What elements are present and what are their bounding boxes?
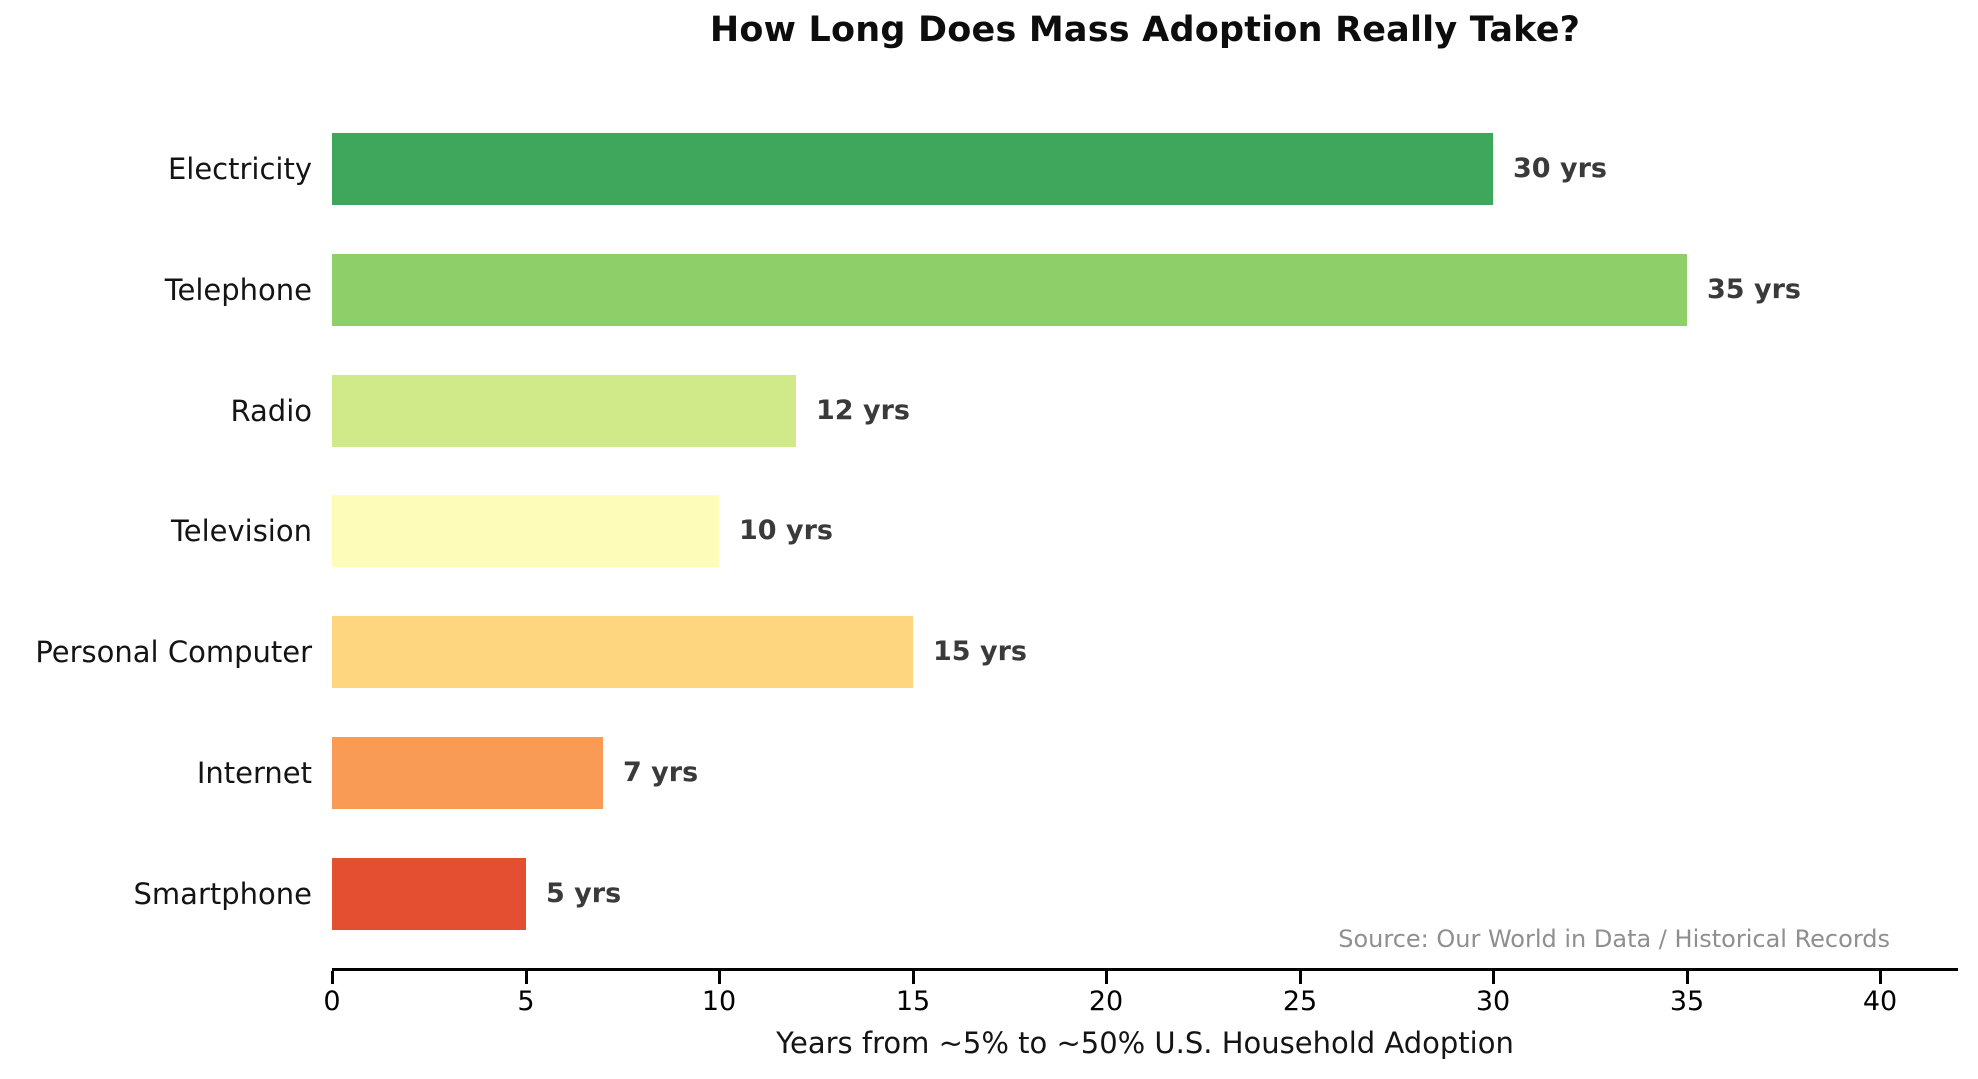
- x-tick-mark-15: [912, 971, 915, 984]
- value-label-radio: 12 yrs: [816, 395, 910, 426]
- x-tick-mark-20: [1105, 971, 1108, 984]
- bar-television: [332, 495, 719, 567]
- bar-personal-computer: [332, 616, 913, 688]
- value-label-smartphone: 5 yrs: [546, 878, 622, 909]
- x-tick-mark-25: [1299, 971, 1302, 984]
- value-label-personal-computer: 15 yrs: [933, 636, 1027, 667]
- value-label-telephone: 35 yrs: [1707, 274, 1801, 305]
- x-tick-label-15: 15: [895, 986, 931, 1017]
- value-label-electricity: 30 yrs: [1513, 153, 1607, 184]
- category-label-television: Television: [170, 514, 312, 548]
- x-tick-mark-30: [1492, 971, 1495, 984]
- x-tick-mark-40: [1879, 971, 1882, 984]
- x-tick-label-40: 40: [1862, 986, 1898, 1017]
- x-tick-label-30: 30: [1475, 986, 1511, 1017]
- bar-telephone: [332, 254, 1687, 326]
- bar-electricity: [332, 133, 1493, 205]
- x-tick-label-5: 5: [517, 986, 535, 1017]
- x-tick-label-20: 20: [1088, 986, 1124, 1017]
- x-tick-label-35: 35: [1669, 986, 1705, 1017]
- source-attribution: Source: Our World in Data / Historical R…: [1338, 925, 1890, 953]
- bar-smartphone: [332, 858, 526, 930]
- category-label-internet: Internet: [196, 756, 312, 790]
- bar-radio: [332, 375, 796, 447]
- category-label-electricity: Electricity: [167, 152, 312, 186]
- x-axis-spine: [332, 968, 1958, 971]
- x-tick-label-10: 10: [701, 986, 737, 1017]
- x-tick-mark-10: [718, 971, 721, 984]
- category-label-telephone: Telephone: [164, 273, 312, 307]
- x-axis-title: Years from ~5% to ~50% U.S. Household Ad…: [776, 1026, 1514, 1060]
- x-tick-label-0: 0: [323, 986, 341, 1017]
- x-tick-mark-35: [1686, 971, 1689, 984]
- x-tick-label-25: 25: [1282, 986, 1318, 1017]
- bar-internet: [332, 737, 603, 809]
- category-label-personal-computer: Personal Computer: [35, 635, 312, 669]
- x-tick-mark-5: [525, 971, 528, 984]
- category-label-radio: Radio: [230, 394, 313, 428]
- value-label-television: 10 yrs: [739, 515, 833, 546]
- category-label-smartphone: Smartphone: [133, 877, 312, 911]
- value-label-internet: 7 yrs: [623, 757, 699, 788]
- chart-title: How Long Does Mass Adoption Really Take?: [709, 10, 1581, 50]
- x-tick-mark-0: [331, 971, 334, 984]
